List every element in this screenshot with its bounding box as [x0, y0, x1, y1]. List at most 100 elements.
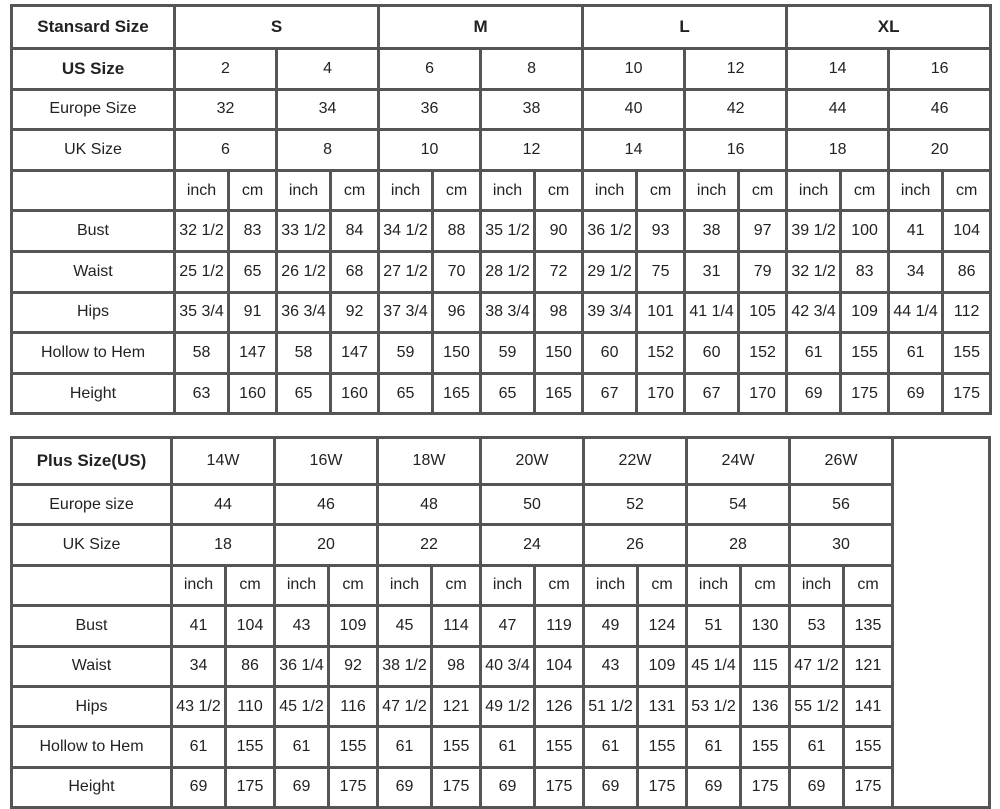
size-group-m: M — [377, 4, 585, 50]
measurement-value: 43 — [273, 604, 330, 648]
measurement-value: 109 — [327, 604, 379, 648]
measurement-value: 65 — [275, 371, 332, 416]
measurement-value: 37 3/4 — [377, 290, 435, 335]
measurement-value: 124 — [636, 604, 688, 648]
measurement-value: 55 1/2 — [788, 684, 845, 729]
header-row: Stansard Size S M L XL — [10, 4, 993, 50]
measurement-value: 60 — [683, 331, 741, 375]
measurement-value: 69 — [785, 371, 843, 416]
measurement-value: 65 — [377, 371, 435, 416]
measurement-value: 165 — [431, 371, 483, 416]
measurement-value: 36 1/2 — [581, 209, 639, 253]
size-group-s: S — [172, 4, 381, 50]
row-label: Hollow to Hem — [10, 331, 176, 375]
unit-cm: cm — [737, 168, 789, 213]
measurement-value: 40 3/4 — [479, 644, 536, 688]
size-group-xl: XL — [785, 4, 993, 50]
measurement-value: 165 — [533, 371, 585, 416]
measurement-value: 38 — [683, 209, 741, 253]
unit-cm: cm — [533, 168, 585, 213]
measurement-value: 47 1/2 — [376, 684, 433, 729]
measurement-value: 31 — [683, 249, 741, 294]
measurement-value: 155 — [533, 725, 585, 769]
measurement-value: 32 1/2 — [173, 209, 230, 253]
measurement-value: 61 — [887, 331, 945, 375]
measurement-value: 175 — [636, 765, 688, 809]
measurement-value: 70 — [431, 249, 483, 294]
unit-inch: inch — [273, 563, 330, 608]
measurement-value: 84 — [328, 209, 381, 253]
measurement-value: 60 — [581, 331, 639, 375]
measurement-value: 47 1/2 — [788, 644, 845, 688]
size-value: 16 — [887, 47, 993, 91]
measurement-value: 101 — [635, 290, 687, 335]
measurement-value: 41 — [887, 209, 945, 253]
size-value: 34 — [274, 87, 381, 132]
measurement-value: 92 — [328, 290, 381, 335]
size-value: 14 — [581, 128, 687, 172]
unit-inch: inch — [685, 563, 742, 608]
measurement-value: 155 — [636, 725, 688, 769]
measurement-value: 39 3/4 — [581, 290, 639, 335]
empty-label — [10, 563, 173, 608]
row-label: Bust — [10, 604, 173, 648]
plus-size-20w: 20W — [479, 436, 585, 486]
measurement-value: 45 1/2 — [273, 684, 330, 729]
measurement-value: 39 1/2 — [785, 209, 843, 253]
measurement-value: 96 — [431, 290, 483, 335]
measurement-value: 61 — [479, 725, 536, 769]
measurement-value: 155 — [430, 725, 482, 769]
plus-size-18w: 18W — [376, 436, 482, 486]
measurement-value: 135 — [842, 604, 894, 648]
size-value: 20 — [887, 128, 993, 172]
measurement-value: 38 3/4 — [479, 290, 537, 335]
measurement-row: Bust 41 104 43 109 45 114 47 119 49 124 51 130 53 135 — [10, 604, 990, 648]
measurement-value: 121 — [842, 644, 894, 688]
unit-inch: inch — [887, 168, 945, 213]
measurement-value: 136 — [739, 684, 791, 729]
size-value: 6 — [173, 128, 278, 172]
measurement-value: 34 1/2 — [377, 209, 435, 253]
standard-size-header: Stansard Size — [10, 4, 176, 50]
measurement-value: 69 — [582, 765, 639, 809]
row-label: Hollow to Hem — [10, 725, 173, 769]
size-value: 36 — [377, 87, 483, 132]
plus-size-22w: 22W — [582, 436, 688, 486]
unit-inch: inch — [479, 168, 537, 213]
unit-inch: inch — [785, 168, 843, 213]
measurement-value: 72 — [533, 249, 585, 294]
measurement-value: 86 — [941, 249, 993, 294]
measurement-row: Hollow to Hem 58 147 58 147 59 150 59 150 60 152 60… — [10, 331, 993, 375]
measurement-value: 109 — [839, 290, 891, 335]
measurement-value: 155 — [842, 725, 894, 769]
measurement-value: 69 — [479, 765, 536, 809]
size-value: 44 — [170, 482, 276, 527]
size-row: UK Size 18 20 22 24 26 28 30 — [10, 523, 990, 567]
row-label: Height — [10, 371, 176, 416]
plus-size-16w: 16W — [273, 436, 379, 486]
measurement-value: 35 1/2 — [479, 209, 537, 253]
row-label: Hips — [10, 290, 176, 335]
measurement-value: 150 — [431, 331, 483, 375]
size-value: 32 — [173, 87, 278, 132]
size-row: UK Size 6 8 10 12 14 16 18 20 — [10, 128, 993, 172]
measurement-value: 65 — [227, 249, 278, 294]
measurement-value: 97 — [737, 209, 789, 253]
row-label: Bust — [10, 209, 176, 253]
measurement-value: 29 1/2 — [581, 249, 639, 294]
measurement-value: 170 — [635, 371, 687, 416]
measurement-value: 98 — [430, 644, 482, 688]
unit-inch: inch — [173, 168, 230, 213]
measurement-value: 92 — [327, 644, 379, 688]
size-value: 12 — [683, 47, 789, 91]
measurement-row: Waist 34 86 36 1/4 92 38 1/2 98 40 3/4 104 43 109 4… — [10, 644, 990, 688]
unit-cm: cm — [635, 168, 687, 213]
measurement-value: 83 — [227, 209, 278, 253]
unit-cm: cm — [224, 563, 276, 608]
row-label: Height — [10, 765, 173, 809]
size-group-l: L — [581, 4, 789, 50]
measurement-value: 69 — [273, 765, 330, 809]
measurement-value: 61 — [785, 331, 843, 375]
unit-cm: cm — [941, 168, 993, 213]
measurement-value: 109 — [636, 644, 688, 688]
